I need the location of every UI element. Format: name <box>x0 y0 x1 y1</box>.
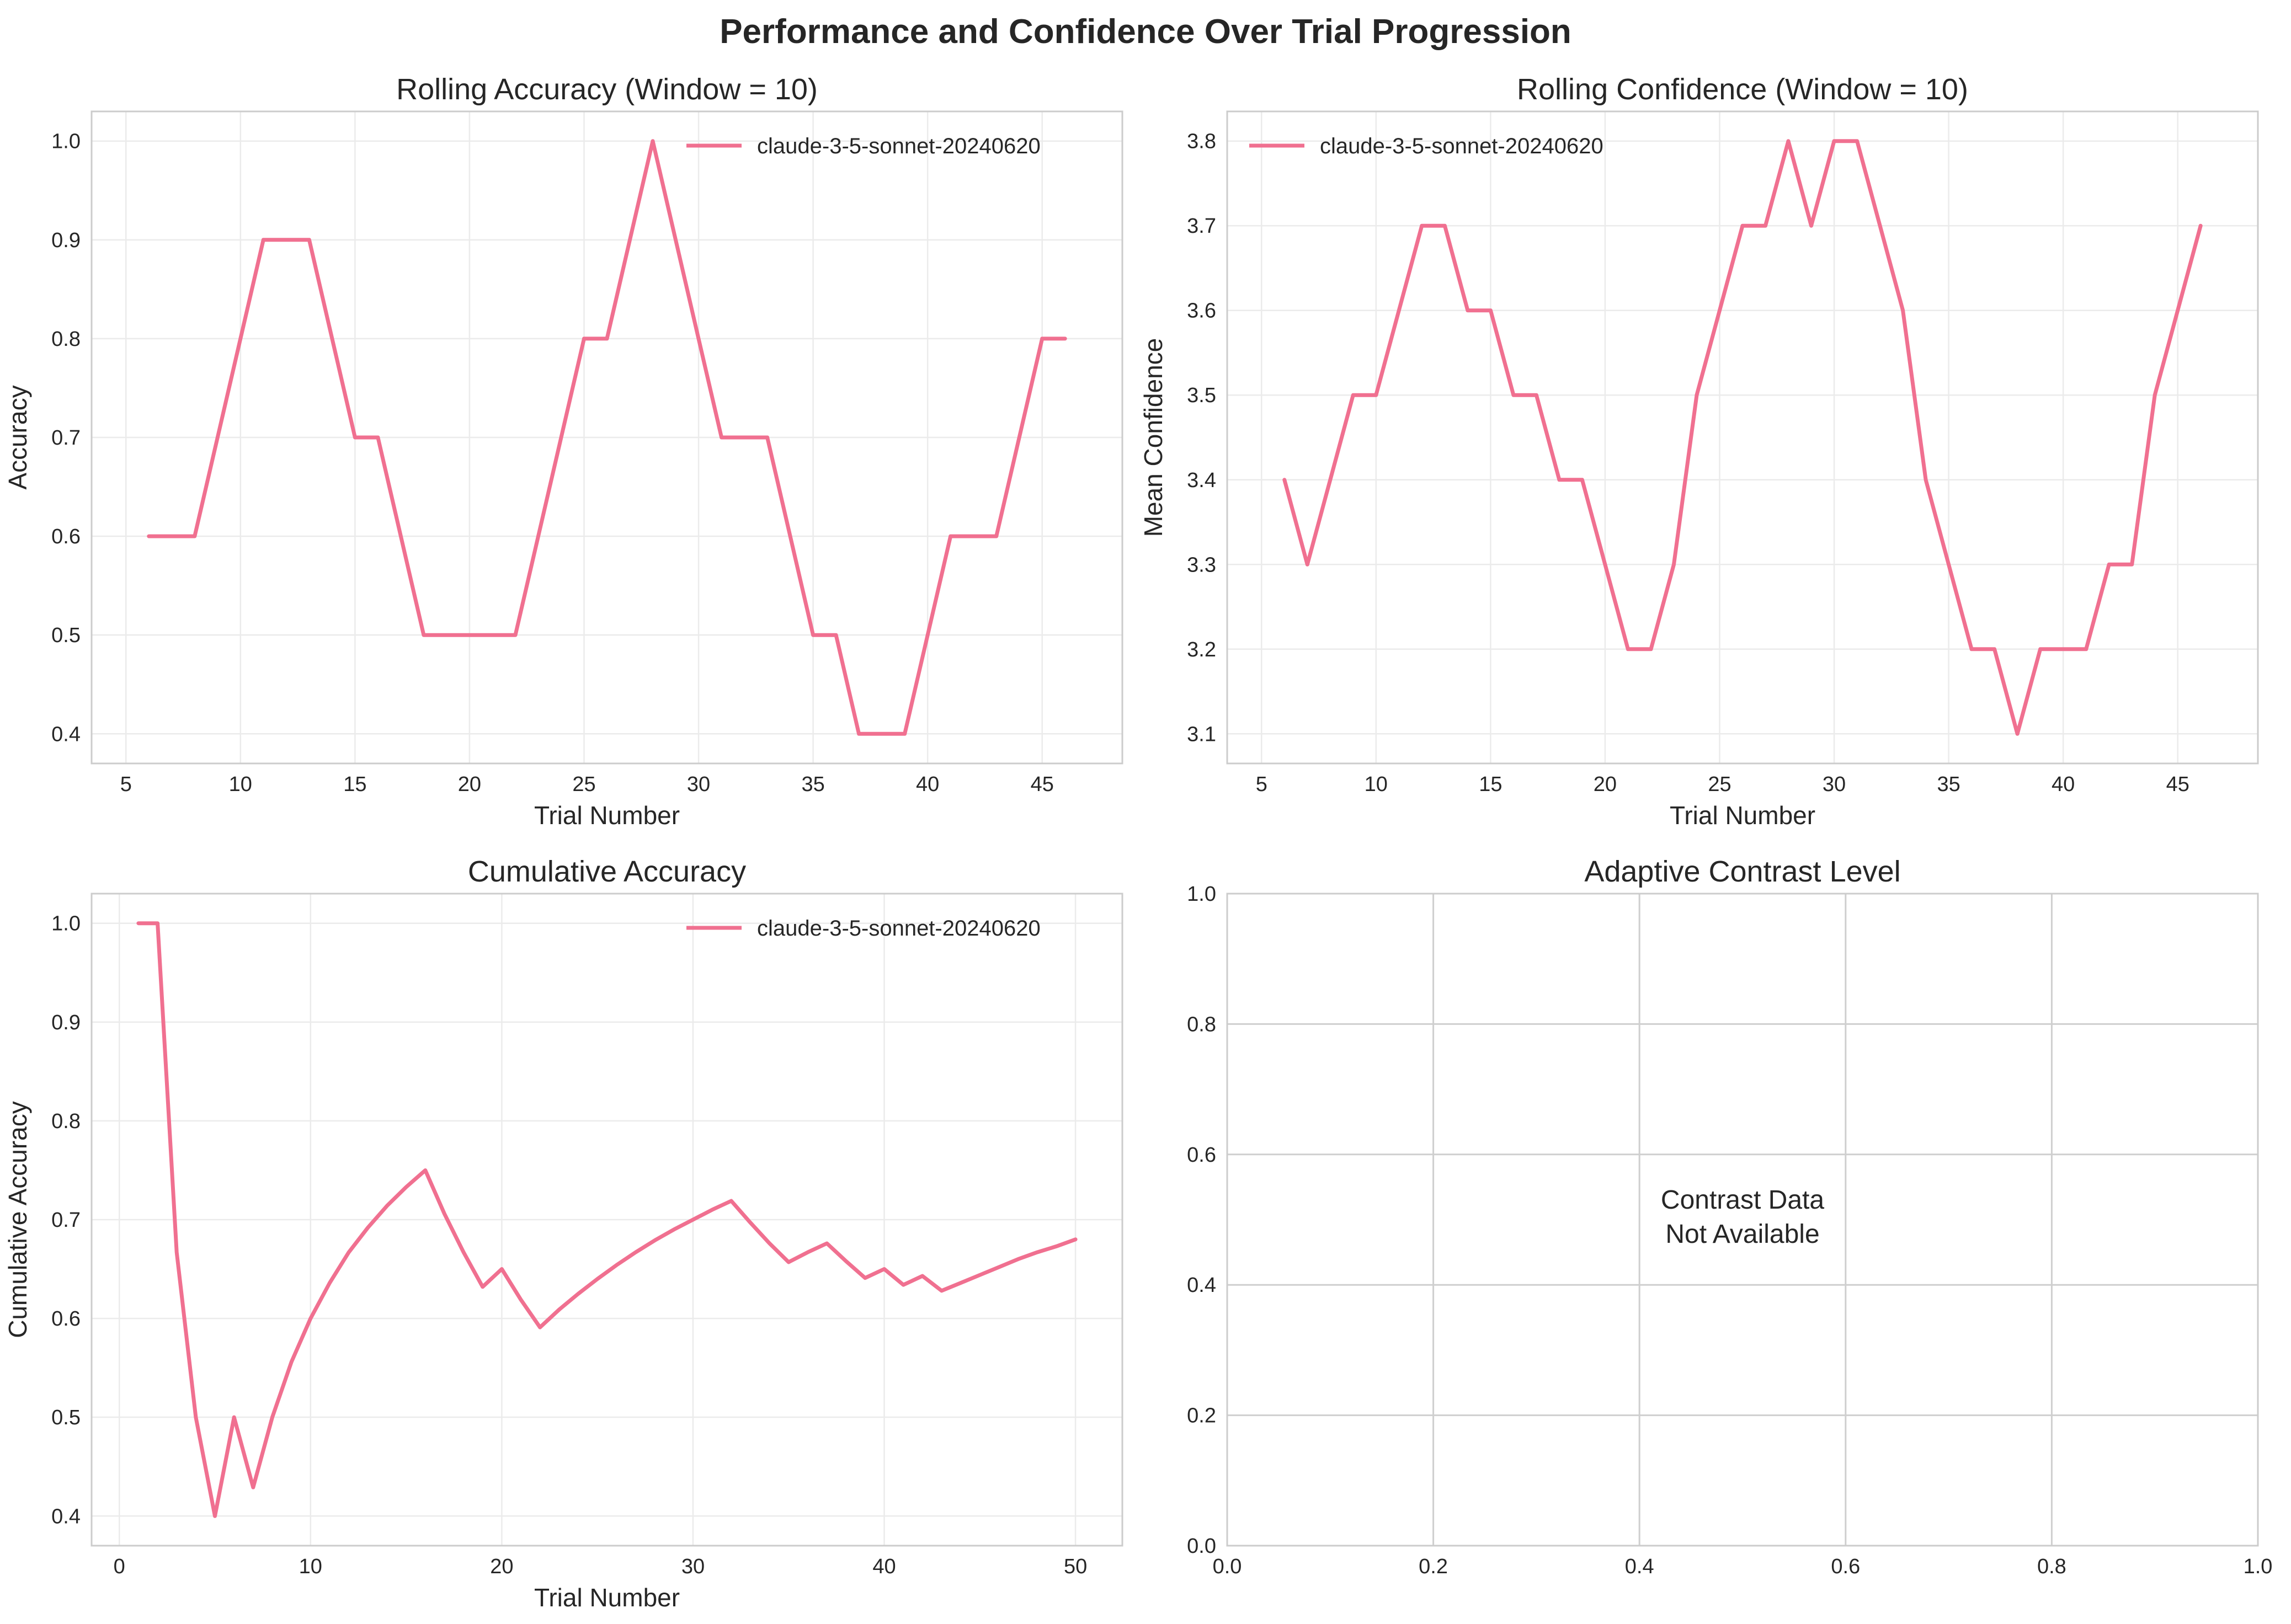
rolling-accuracy-frame <box>90 110 1123 765</box>
rolling-accuracy-y-tick-label-2: 0.6 <box>51 525 81 548</box>
rolling-confidence-y-tick-label-4: 3.5 <box>1187 384 1216 407</box>
cumulative-accuracy-y-tick-label-6: 1.0 <box>51 912 81 936</box>
rolling-confidence-y-tick-label-2: 3.3 <box>1187 553 1216 576</box>
adaptive-contrast-y-tick-label-5: 1.0 <box>1187 883 1216 906</box>
adaptive-contrast-x-tick-label-0: 0.0 <box>1213 1555 1242 1578</box>
cumulative-accuracy-y-tick-label-2: 0.6 <box>51 1307 81 1331</box>
cumulative-accuracy-panel: 0 10 20 30 40 50 0.4 0.5 0.6 0.7 0.8 0.9 1.0 Cumulati… <box>3 855 1123 1612</box>
rolling-confidence-title: Rolling Confidence (Window = 10) <box>1517 73 1968 106</box>
cumulative-accuracy-x-tick-label-4: 40 <box>872 1555 896 1578</box>
rolling-confidence-x-tick-label-1: 10 <box>1365 773 1388 796</box>
rolling-confidence-x-tick-label-2: 15 <box>1479 773 1502 796</box>
adaptive-contrast-frame <box>1226 893 2259 1547</box>
rolling-confidence-x-tick-label-7: 40 <box>2052 773 2075 796</box>
rolling-accuracy-y-tick-label-4: 0.8 <box>51 328 81 351</box>
rolling-confidence-frame <box>1226 110 2259 765</box>
adaptive-contrast-y-tick-label-3: 0.6 <box>1187 1144 1216 1167</box>
rolling-confidence-x-tick-label-3: 20 <box>1594 773 1617 796</box>
cumulative-accuracy-y-tick-label-1: 0.5 <box>51 1406 81 1429</box>
adaptive-contrast-panel: 0.0 0.2 0.4 0.6 0.8 1.0 0.0 0.2 0.4 0.6 0.8 1.0 Adap… <box>1187 855 2272 1578</box>
adaptive-contrast-y-tick-label-2: 0.4 <box>1187 1274 1216 1297</box>
rolling-confidence-x-axis-label: Trial Number <box>1670 801 1815 830</box>
rolling-confidence-x-tick-label-5: 30 <box>1823 773 1846 796</box>
rolling-accuracy-y-axis-label: Accuracy <box>3 385 32 489</box>
rolling-confidence-y-tick-label-0: 3.1 <box>1187 723 1216 746</box>
adaptive-contrast-y-tick-label-1: 0.2 <box>1187 1404 1216 1428</box>
cumulative-accuracy-x-tick-label-2: 20 <box>490 1555 513 1578</box>
rolling-confidence-x-tick-label-6: 35 <box>1937 773 1960 796</box>
adaptive-contrast-y-tick-label-0: 0.0 <box>1187 1535 1216 1558</box>
cumulative-accuracy-x-tick-label-1: 10 <box>299 1555 322 1578</box>
rolling-confidence-panel: 5 10 15 20 25 30 35 40 45 3.1 3.2 3.3 3.4 3.5 3.6 3.7 3.… <box>1139 73 2259 830</box>
adaptive-contrast-y-tick-label-4: 0.8 <box>1187 1013 1216 1036</box>
rolling-accuracy-x-tick-label-6: 35 <box>801 773 824 796</box>
rolling-accuracy-y-tick-label-3: 0.7 <box>51 426 81 450</box>
rolling-accuracy-x-tick-label-5: 30 <box>687 773 710 796</box>
cumulative-accuracy-x-tick-label-5: 50 <box>1064 1555 1087 1578</box>
rolling-accuracy-x-tick-label-3: 20 <box>458 773 481 796</box>
cumulative-accuracy-y-tick-label-3: 0.7 <box>51 1209 81 1232</box>
adaptive-contrast-x-tick-label-5: 1.0 <box>2244 1555 2273 1578</box>
cumulative-accuracy-y-tick-label-5: 0.9 <box>51 1011 81 1034</box>
cumulative-accuracy-legend-label-0: claude-3-5-sonnet-20240620 <box>757 916 1041 941</box>
rolling-accuracy-x-axis-label: Trial Number <box>534 801 680 830</box>
rolling-accuracy-y-tick-label-1: 0.5 <box>51 624 81 647</box>
rolling-accuracy-y-tick-label-0: 0.4 <box>51 723 81 746</box>
rolling-confidence-plot-area <box>1227 111 2258 763</box>
cumulative-accuracy-y-axis-label: Cumulative Accuracy <box>3 1101 32 1338</box>
cumulative-accuracy-y-tick-label-4: 0.8 <box>51 1110 81 1133</box>
adaptive-contrast-annotation-line-1: Not Available <box>1665 1220 1819 1249</box>
rolling-confidence-series-line-0 <box>1282 139 2203 736</box>
rolling-confidence-y-tick-label-3: 3.4 <box>1187 469 1216 492</box>
adaptive-contrast-plot-area <box>1227 894 2258 1546</box>
rolling-accuracy-x-tick-label-0: 5 <box>120 773 132 796</box>
rolling-accuracy-y-tick-label-5: 0.9 <box>51 229 81 252</box>
cumulative-accuracy-y-tick-label-0: 0.4 <box>51 1505 81 1528</box>
cumulative-accuracy-series-line-0 <box>136 921 1078 1518</box>
rolling-accuracy-x-tick-label-8: 45 <box>1031 773 1054 796</box>
rolling-confidence-x-tick-label-4: 25 <box>1708 773 1731 796</box>
adaptive-contrast-x-tick-label-1: 0.2 <box>1419 1555 1448 1578</box>
rolling-accuracy-x-tick-label-1: 10 <box>229 773 252 796</box>
adaptive-contrast-x-tick-label-4: 0.8 <box>2037 1555 2066 1578</box>
rolling-confidence-legend-label-0: claude-3-5-sonnet-20240620 <box>1320 134 1603 158</box>
rolling-confidence-x-tick-label-0: 5 <box>1256 773 1267 796</box>
rolling-accuracy-series-line-0 <box>147 139 1067 736</box>
cumulative-accuracy-frame <box>90 893 1123 1547</box>
rolling-confidence-y-tick-label-1: 3.2 <box>1187 638 1216 661</box>
cumulative-accuracy-title: Cumulative Accuracy <box>468 855 746 888</box>
adaptive-contrast-x-tick-label-2: 0.4 <box>1625 1555 1654 1578</box>
cumulative-accuracy-x-tick-label-0: 0 <box>114 1555 125 1578</box>
adaptive-contrast-x-tick-label-3: 0.6 <box>1831 1555 1860 1578</box>
rolling-accuracy-x-tick-label-2: 15 <box>343 773 366 796</box>
figure-title: Performance and Confidence Over Trial Pr… <box>720 13 1571 51</box>
rolling-accuracy-legend-label-0: claude-3-5-sonnet-20240620 <box>757 134 1041 158</box>
rolling-confidence-y-tick-label-7: 3.8 <box>1187 130 1216 153</box>
rolling-confidence-y-tick-label-6: 3.7 <box>1187 215 1216 238</box>
rolling-accuracy-panel: 5 10 15 20 25 30 35 40 45 0.4 0.5 0.6 0.7 0.8 0.9 1.0 Ro… <box>3 73 1123 830</box>
rolling-confidence-y-axis-label: Mean Confidence <box>1139 338 1168 537</box>
rolling-accuracy-x-tick-label-7: 40 <box>916 773 939 796</box>
cumulative-accuracy-x-tick-label-3: 30 <box>681 1555 705 1578</box>
adaptive-contrast-title: Adaptive Contrast Level <box>1584 855 1900 888</box>
cumulative-accuracy-x-axis-label: Trial Number <box>534 1583 680 1612</box>
adaptive-contrast-annotation-line-0: Contrast Data <box>1661 1185 1824 1215</box>
rolling-confidence-x-tick-label-8: 45 <box>2166 773 2189 796</box>
rolling-accuracy-title: Rolling Accuracy (Window = 10) <box>396 73 818 106</box>
rolling-accuracy-x-tick-label-4: 25 <box>572 773 595 796</box>
rolling-accuracy-y-tick-label-6: 1.0 <box>51 130 81 153</box>
rolling-confidence-y-tick-label-5: 3.6 <box>1187 300 1216 323</box>
